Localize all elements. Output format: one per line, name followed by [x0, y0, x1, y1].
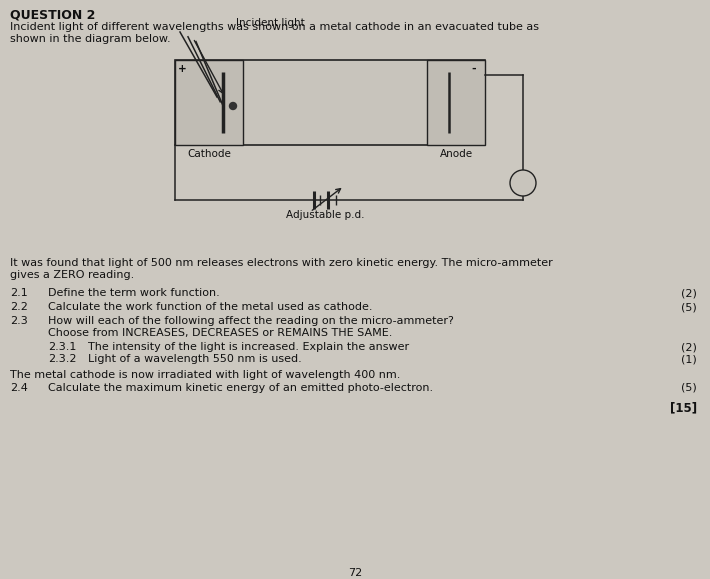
Text: 2.4: 2.4: [10, 383, 28, 393]
Text: Adjustable p.d.: Adjustable p.d.: [285, 210, 364, 220]
Bar: [427, 60, 485, 145]
Text: How will each of the following affect the reading on the micro-ammeter?: How will each of the following affect th…: [48, 316, 454, 326]
Bar: [175, 60, 243, 145]
Text: Incident light of different wavelengths was shown on a metal cathode in an evacu: Incident light of different wavelengths …: [10, 22, 539, 32]
Text: It was found that light of 500 nm releases electrons with zero kinetic energy. T: It was found that light of 500 nm releas…: [10, 258, 553, 268]
Text: Define the term work function.: Define the term work function.: [48, 288, 220, 298]
Text: The intensity of the light is increased. Explain the answer: The intensity of the light is increased.…: [88, 342, 409, 352]
Text: 2.3.2: 2.3.2: [48, 354, 77, 364]
Text: (5): (5): [682, 383, 697, 393]
Text: μA: μA: [517, 178, 529, 188]
Text: -: -: [471, 64, 476, 74]
Text: [15]: [15]: [670, 401, 697, 414]
Text: 2.3: 2.3: [10, 316, 28, 326]
Circle shape: [510, 170, 536, 196]
Text: (1): (1): [682, 354, 697, 364]
Text: 2.1: 2.1: [10, 288, 28, 298]
Text: 2.3.1: 2.3.1: [48, 342, 77, 352]
Text: (2): (2): [681, 288, 697, 298]
Text: Light of a wavelength 550 nm is used.: Light of a wavelength 550 nm is used.: [88, 354, 302, 364]
Text: 72: 72: [348, 568, 362, 578]
Text: 2.2: 2.2: [10, 302, 28, 312]
Circle shape: [229, 102, 236, 109]
Text: QUESTION 2: QUESTION 2: [10, 8, 95, 21]
Text: Calculate the maximum kinetic energy of an emitted photo-electron.: Calculate the maximum kinetic energy of …: [48, 383, 433, 393]
Text: shown in the diagram below.: shown in the diagram below.: [10, 34, 170, 44]
Text: gives a ZERO reading.: gives a ZERO reading.: [10, 270, 134, 280]
Text: Choose from INCREASES, DECREASES or REMAINS THE SAME.: Choose from INCREASES, DECREASES or REMA…: [48, 328, 393, 338]
Text: Calculate the work function of the metal used as cathode.: Calculate the work function of the metal…: [48, 302, 373, 312]
Text: Incident light: Incident light: [236, 18, 305, 28]
Bar: [175, 60, 485, 145]
Text: Cathode: Cathode: [187, 149, 231, 159]
Text: +: +: [178, 64, 187, 74]
Text: (2): (2): [681, 342, 697, 352]
Text: The metal cathode is now irradiated with light of wavelength 400 nm.: The metal cathode is now irradiated with…: [10, 370, 400, 380]
Text: Anode: Anode: [439, 149, 473, 159]
Text: (5): (5): [682, 302, 697, 312]
